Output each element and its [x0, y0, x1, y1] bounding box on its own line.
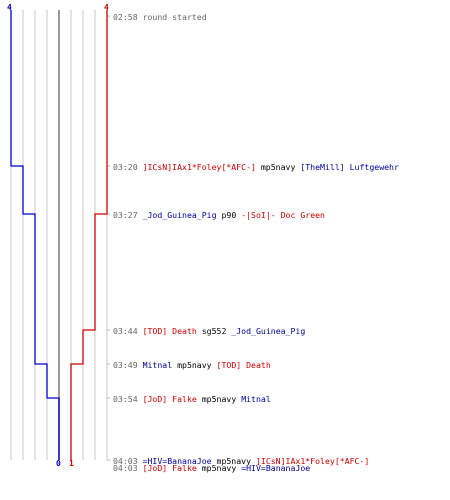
blue-end-score: 0: [56, 459, 61, 468]
red-team-alive-line: [70, 10, 108, 460]
event-row: 03:20 ]ICsN]IAx1*Foley[*AFC-] mp5navy [T…: [113, 162, 399, 172]
event-row: 04:03 =HIV=BananaJoe mp5navy ]ICsN]IAx1*…: [113, 456, 369, 466]
event-time: 03:54: [113, 394, 143, 404]
blue-start-score: 4: [7, 3, 12, 12]
event-text: =HIV=BananaJoe: [241, 463, 311, 473]
red-end-score: 1: [69, 459, 74, 468]
event-text: mp5navy: [255, 162, 301, 172]
event-row: 03:54 [JoD] Falke mp5navy Mitnal: [113, 394, 271, 404]
event-text: mp5navy: [196, 394, 242, 404]
event-text: Mitnal: [241, 394, 271, 404]
event-text: =HIV=BananaJoe: [142, 456, 212, 466]
event-row: 03:44 [TOD] Death sg552 _Jod_Guinea_Pig: [113, 326, 305, 336]
event-text: -|SoI|- Doc Green: [241, 210, 325, 220]
red-start-score: 4: [104, 3, 109, 12]
event-text: [TOD] Death: [142, 326, 197, 336]
event-text: [JoD] Falke: [142, 463, 197, 473]
event-text: p90: [216, 210, 242, 220]
event-row: 03:27 _Jod_Guinea_Pig p90 -|SoI|- Doc Gr…: [113, 210, 325, 220]
event-text: sg552: [196, 326, 232, 336]
event-text: [TheMill] Luftgewehr: [300, 162, 399, 172]
blue-team-alive-line: [10, 10, 60, 460]
event-time: 03:27: [113, 210, 143, 220]
event-row: 04:03 [JoD] Falke mp5navy =HIV=BananaJoe: [113, 463, 310, 473]
event-row: 02:58 round started: [113, 12, 207, 22]
event-text: round started: [142, 12, 207, 22]
event-text: Mitnal: [142, 360, 173, 370]
event-text: ]ICsN]IAx1*Foley[*AFC-]: [142, 162, 256, 172]
event-text: _Jod_Guinea_Pig: [142, 210, 217, 220]
event-text: [JoD] Falke: [142, 394, 197, 404]
event-text: mp5navy: [211, 456, 256, 466]
event-time: 04:03: [113, 456, 143, 466]
event-time: 03:49: [113, 360, 143, 370]
event-text: [TOD] Death: [216, 360, 271, 370]
event-time: 02:58: [113, 12, 143, 22]
event-time: 03:44: [113, 326, 143, 336]
event-time: 03:20: [113, 162, 143, 172]
event-text: ]ICsN]IAx1*Foley[*AFC-]: [255, 456, 370, 466]
event-time: 04:03: [113, 463, 143, 473]
event-text: mp5navy: [196, 463, 242, 473]
event-text: mp5navy: [172, 360, 217, 370]
event-text: _Jod_Guinea_Pig: [231, 326, 306, 336]
event-row: 03:49 Mitnal mp5navy [TOD] Death: [113, 360, 271, 370]
